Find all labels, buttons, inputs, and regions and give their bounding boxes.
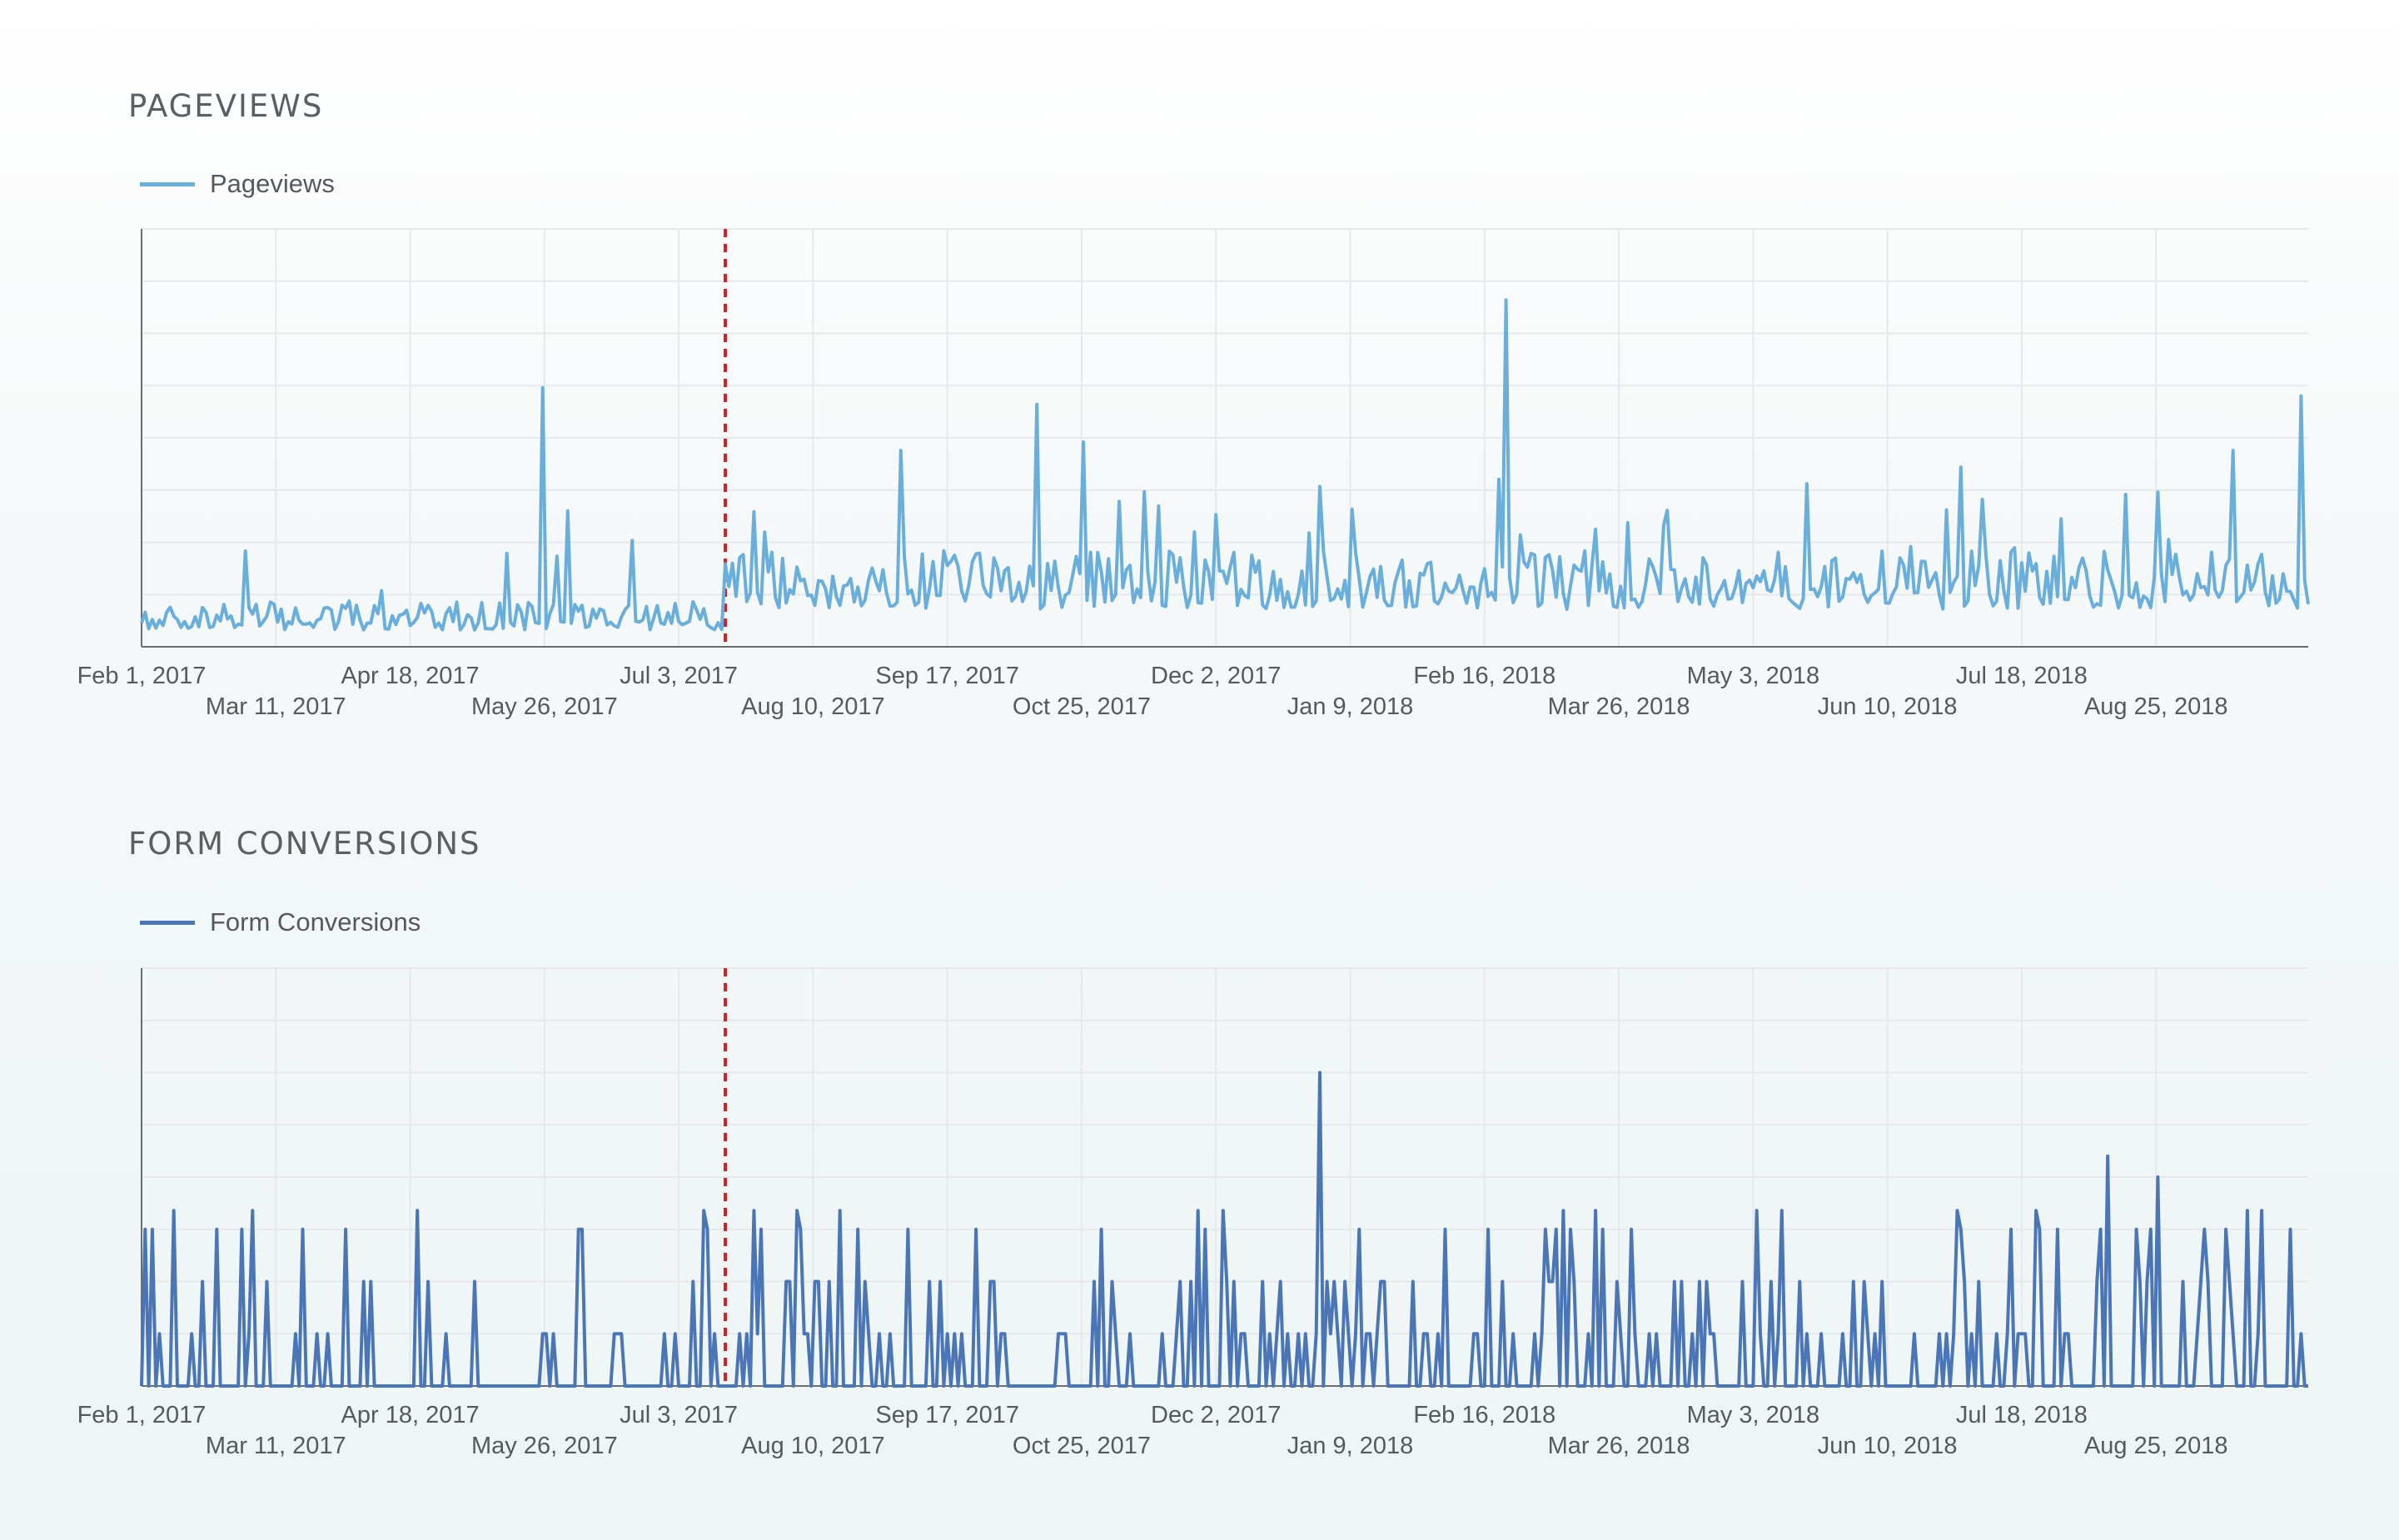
x-tick-label: Aug 10, 2017 (741, 1433, 885, 1459)
x-tick-label: Feb 1, 2017 (77, 1402, 207, 1428)
x-tick-label: Dec 2, 2017 (1151, 1402, 1281, 1428)
x-tick-label: May 3, 2018 (1687, 663, 1820, 689)
x-tick-label: Sep 17, 2017 (875, 1402, 1019, 1428)
x-tick-label: May 26, 2017 (471, 693, 618, 720)
legend-swatch (140, 920, 195, 925)
x-tick-label: Jul 3, 2017 (620, 663, 738, 689)
x-tick-label: Jun 10, 2018 (1818, 693, 1958, 720)
legend: Form Conversions (140, 907, 421, 937)
x-tick-label: Apr 18, 2017 (341, 1402, 480, 1428)
x-tick-label: Feb 1, 2017 (77, 663, 207, 689)
x-tick-label: Jan 9, 2018 (1287, 693, 1414, 720)
x-tick-label: May 26, 2017 (471, 1433, 618, 1459)
x-tick-label: Jul 18, 2018 (1956, 1402, 2088, 1428)
x-tick-label: Dec 2, 2017 (1151, 663, 1281, 689)
x-tick-label: Jan 9, 2018 (1287, 1433, 1414, 1459)
series-line (140, 1071, 2308, 1388)
x-tick-label: Feb 16, 2018 (1413, 663, 1555, 689)
chart-title: PAGEVIEWS (128, 88, 324, 124)
x-tick-label: May 3, 2018 (1687, 1402, 1820, 1428)
legend-swatch (140, 181, 195, 186)
x-tick-label: Mar 26, 2018 (1548, 1433, 1690, 1459)
x-tick-label: Oct 25, 2017 (1013, 1433, 1151, 1459)
legend: Pageviews (140, 169, 335, 199)
x-tick-label: Oct 25, 2017 (1013, 693, 1151, 720)
chart-title: FORM CONVERSIONS (128, 826, 481, 862)
x-tick-label: Sep 17, 2017 (875, 663, 1019, 689)
x-tick-label: Jun 10, 2018 (1818, 1433, 1958, 1459)
x-tick-label: Feb 16, 2018 (1413, 1402, 1555, 1428)
legend-label: Form Conversions (210, 907, 421, 936)
x-tick-label: Mar 11, 2017 (206, 693, 346, 720)
x-tick-label: Jul 18, 2018 (1956, 663, 2088, 689)
x-tick-label: Mar 26, 2018 (1548, 693, 1690, 720)
x-tick-label: Mar 11, 2017 (206, 1433, 346, 1459)
series-line (140, 298, 2310, 632)
legend-label: Pageviews (210, 169, 335, 198)
x-tick-label: Aug 25, 2018 (2084, 1433, 2228, 1459)
x-tick-label: Apr 18, 2017 (341, 663, 480, 689)
x-tick-label: Aug 25, 2018 (2084, 693, 2228, 720)
x-tick-label: Aug 10, 2017 (741, 693, 885, 720)
pageviews-plot: Feb 1, 2017 Mar 11, 2017 Apr 18, 2017 May 2… (77, 228, 2310, 720)
x-tick-label: Jul 3, 2017 (620, 1402, 738, 1428)
